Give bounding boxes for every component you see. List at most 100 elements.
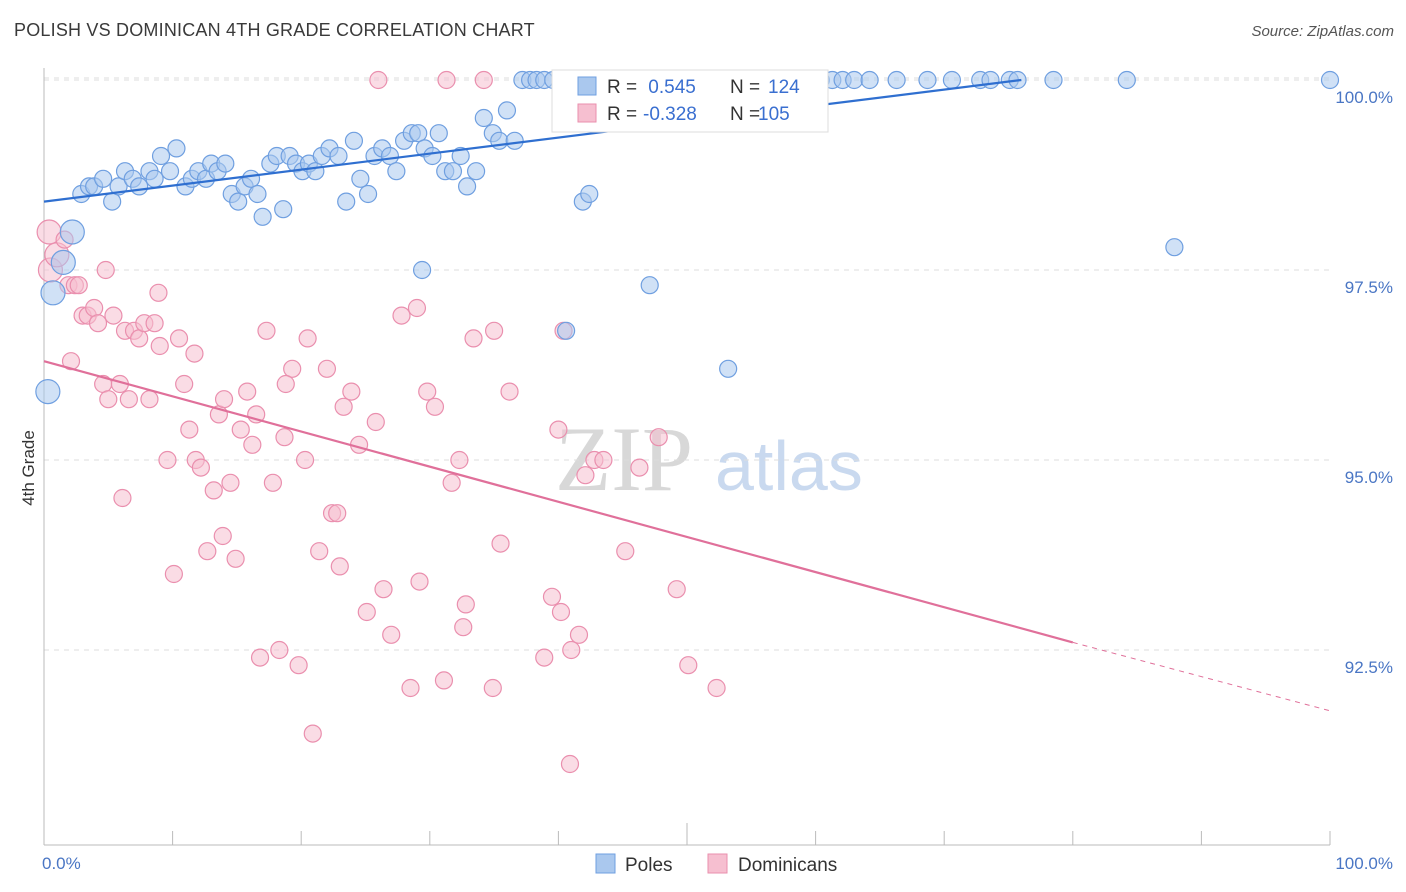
- poles-point: [423, 146, 442, 166]
- poles-point: [466, 162, 486, 181]
- dominicans-point: [437, 70, 456, 90]
- chart-source: Source: ZipAtlas.com: [1251, 23, 1394, 40]
- x-tick-label-min: 0.0%: [42, 854, 81, 873]
- dominicans-point: [169, 329, 189, 348]
- legend-swatch-poles: [577, 76, 597, 96]
- poles-point: [1320, 70, 1340, 90]
- dominicans-point: [679, 656, 698, 675]
- legend-swatch-dominicans: [577, 103, 597, 123]
- poles-point: [497, 101, 517, 120]
- dominicans-point: [382, 625, 401, 644]
- dominicans-point: [198, 542, 217, 561]
- dominicans-point: [342, 382, 361, 401]
- legend-box: [551, 69, 829, 133]
- dominicans-point: [667, 580, 686, 599]
- poles-point: [860, 70, 879, 90]
- poles-point: [241, 169, 261, 188]
- dominicans-point: [542, 587, 562, 606]
- poles-point: [109, 177, 128, 196]
- dominicans-point: [483, 678, 502, 698]
- poles-point: [167, 139, 186, 158]
- poles-point: [443, 162, 463, 181]
- poles-point: [160, 162, 180, 181]
- dominicans-point: [214, 390, 234, 409]
- poles-point: [329, 146, 348, 166]
- dominicans-point: [464, 329, 483, 348]
- poles-point: [50, 249, 76, 275]
- poles-point: [887, 70, 906, 90]
- poles-point: [248, 184, 267, 204]
- dominicans-point: [500, 382, 519, 401]
- y-tick-label: 100.0%: [1335, 88, 1393, 107]
- poles-point: [451, 146, 470, 166]
- poles-point: [1165, 238, 1184, 257]
- dominicans-point: [425, 397, 445, 416]
- dominicans-point: [180, 420, 199, 439]
- dominicans-point: [130, 329, 149, 348]
- dominicans-point: [569, 625, 589, 644]
- dominicans-point: [330, 557, 349, 576]
- poles-point: [505, 131, 524, 150]
- dominicans-point: [185, 344, 204, 363]
- dominicans-point: [551, 602, 571, 622]
- poles-points: [35, 70, 1340, 405]
- dominicans-point: [485, 321, 504, 340]
- dominicans-point: [158, 450, 177, 470]
- bottom-legend-swatch-poles: [595, 853, 616, 874]
- poles-point: [580, 184, 599, 204]
- poles-point: [719, 359, 738, 378]
- dominicans-point: [204, 481, 223, 500]
- dominicans-point: [594, 450, 613, 470]
- poles-point: [306, 162, 325, 181]
- dominicans-point: [328, 504, 347, 523]
- dominicans-point: [119, 390, 138, 409]
- dominicans-point: [175, 374, 194, 394]
- dominicans-point: [535, 648, 554, 667]
- dominicans-point: [250, 648, 270, 667]
- watermark-atlas: atlas: [715, 427, 863, 505]
- dominicans-trend-extension: [1072, 641, 1331, 712]
- poles-point: [151, 146, 171, 166]
- dominicans-point: [231, 420, 250, 439]
- poles-point: [380, 146, 400, 166]
- dominicans-point: [149, 283, 168, 302]
- dominicans-point: [140, 390, 159, 409]
- dominicans-point: [104, 306, 123, 325]
- dominicans-point: [226, 549, 245, 568]
- dominicans-point: [549, 420, 568, 439]
- poles-point: [229, 192, 248, 211]
- poles-point: [409, 124, 428, 143]
- poles-point: [474, 108, 493, 128]
- legend-r-label-poles: R =: [607, 77, 637, 98]
- legend-n-label-poles: N =: [730, 77, 760, 98]
- x-tick-label-max: 100.0%: [1335, 854, 1393, 873]
- axes: 92.5% 95.0% 97.5% 100.0% 0.0% 100.0%: [42, 68, 1393, 873]
- dominicans-point: [310, 542, 329, 561]
- dominicans-point: [616, 542, 635, 561]
- dominicans-point: [289, 656, 308, 675]
- poles-point: [130, 177, 149, 196]
- bottom-legend-swatch-dominicans: [707, 853, 728, 874]
- dominicans-point: [560, 754, 580, 774]
- poles-point: [358, 184, 378, 204]
- legend-r-value-dominicans: -0.328: [643, 104, 697, 125]
- dominicans-point: [145, 314, 164, 333]
- poles-point: [557, 321, 576, 340]
- poles-point: [1117, 70, 1136, 90]
- dominicans-point: [456, 595, 475, 614]
- poles-trend-line: [43, 78, 1022, 203]
- dominicans-point: [221, 473, 240, 492]
- dominicans-point: [238, 382, 257, 401]
- dominicans-point: [407, 298, 427, 318]
- dominicans-point: [576, 466, 595, 485]
- legend-n-value-poles: 124: [768, 77, 800, 98]
- poles-point: [429, 124, 448, 143]
- dominicans-point: [401, 678, 420, 698]
- dominicans-point: [213, 526, 232, 546]
- poles-point: [253, 207, 272, 226]
- poles-point: [387, 162, 406, 181]
- dominicans-point: [442, 473, 461, 492]
- dominicans-point: [283, 359, 302, 378]
- legend-n-value-dominicans: 105: [758, 104, 790, 125]
